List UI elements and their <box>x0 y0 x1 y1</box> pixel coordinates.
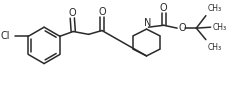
Text: N: N <box>143 18 151 28</box>
Text: CH₃: CH₃ <box>207 4 221 13</box>
Text: O: O <box>68 8 76 18</box>
Text: O: O <box>177 23 185 33</box>
Text: Cl: Cl <box>1 31 10 41</box>
Text: O: O <box>98 7 105 17</box>
Text: CH₃: CH₃ <box>212 23 226 32</box>
Text: O: O <box>159 3 167 13</box>
Text: CH₃: CH₃ <box>207 42 221 51</box>
